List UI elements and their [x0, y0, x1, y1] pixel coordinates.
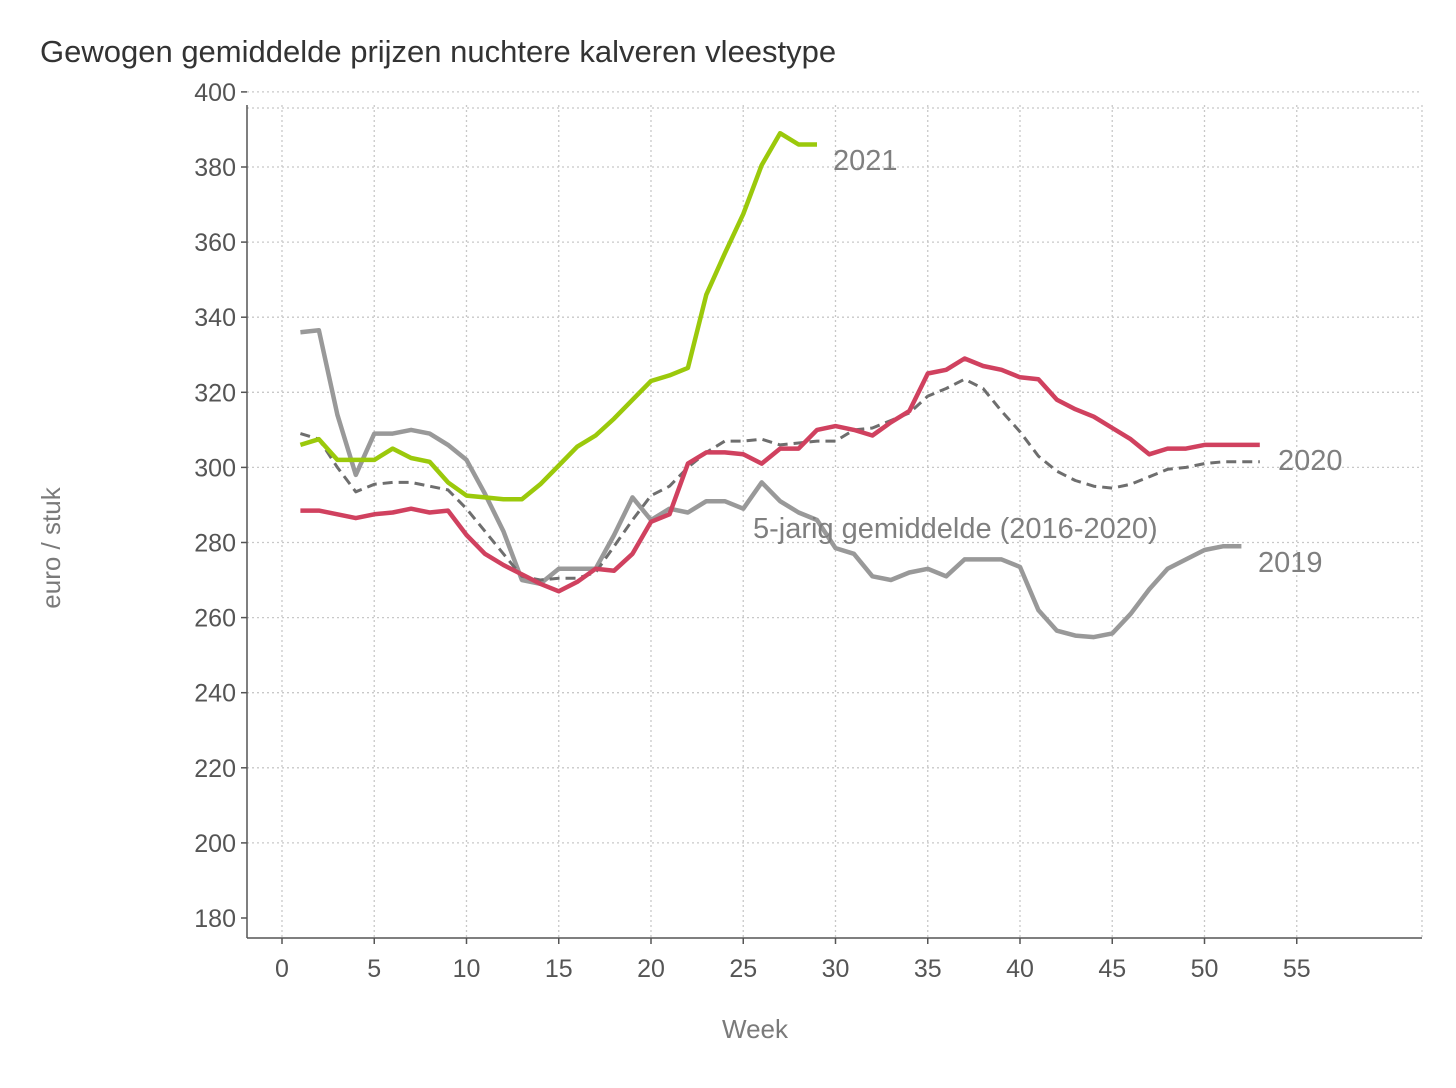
- chart-title: Gewogen gemiddelde prijzen nuchtere kalv…: [40, 34, 837, 69]
- y-tick-label: 320: [194, 379, 236, 407]
- y-tick-label: 380: [194, 154, 236, 182]
- x-axis-title: Week: [722, 1014, 789, 1044]
- y-tick-label: 360: [194, 229, 236, 257]
- series-line-5-jarig-gemiddelde-2016-2020-: [299, 377, 1260, 582]
- x-tick-label: 15: [545, 955, 573, 983]
- series-labels: 2021 2020 5-jarig gemiddelde (2016-2020) 20…: [753, 145, 1343, 579]
- x-tick-label: 20: [637, 955, 665, 983]
- x-tick-label: 25: [729, 955, 757, 983]
- series-lines: [299, 130, 1260, 640]
- x-tick-label: 0: [275, 955, 289, 983]
- y-tick-label: 280: [194, 530, 236, 558]
- y-tick-label: 300: [194, 454, 236, 482]
- series-label-2020: 2020: [1278, 445, 1343, 477]
- x-tick-label: 10: [453, 955, 481, 983]
- y-tick-label: 180: [194, 905, 236, 933]
- x-tick-label: 45: [1098, 955, 1126, 983]
- y-tick-label: 220: [194, 755, 236, 783]
- series-label-2021: 2021: [833, 145, 898, 177]
- y-tick-label: 200: [194, 830, 236, 858]
- y-tick-label: 340: [194, 304, 236, 332]
- series-label-5-jarig-gemiddelde-2016-2020: 5-jarig gemiddelde (2016-2020): [753, 513, 1158, 545]
- x-tick-label: 40: [1006, 955, 1034, 983]
- y-axis-title: euro / stuk: [36, 486, 66, 608]
- x-tick-label: 50: [1191, 955, 1219, 983]
- x-tick-label: 30: [822, 955, 850, 983]
- series-line-2020: [300, 356, 1260, 594]
- series-line-2021: [299, 130, 817, 502]
- axes: 180 200 220 240 260 280 300 320 340 360 380 400 0 5 10…: [194, 79, 1422, 983]
- x-tick-label: 5: [367, 955, 381, 983]
- y-tick-label: 240: [194, 680, 236, 708]
- x-tick-label: 35: [914, 955, 942, 983]
- series-label-2019: 2019: [1258, 547, 1323, 579]
- x-tick-label: 55: [1283, 955, 1311, 983]
- y-tick-label: 400: [194, 79, 236, 107]
- y-tick-label: 260: [194, 605, 236, 633]
- series-line-2019: [300, 328, 1242, 640]
